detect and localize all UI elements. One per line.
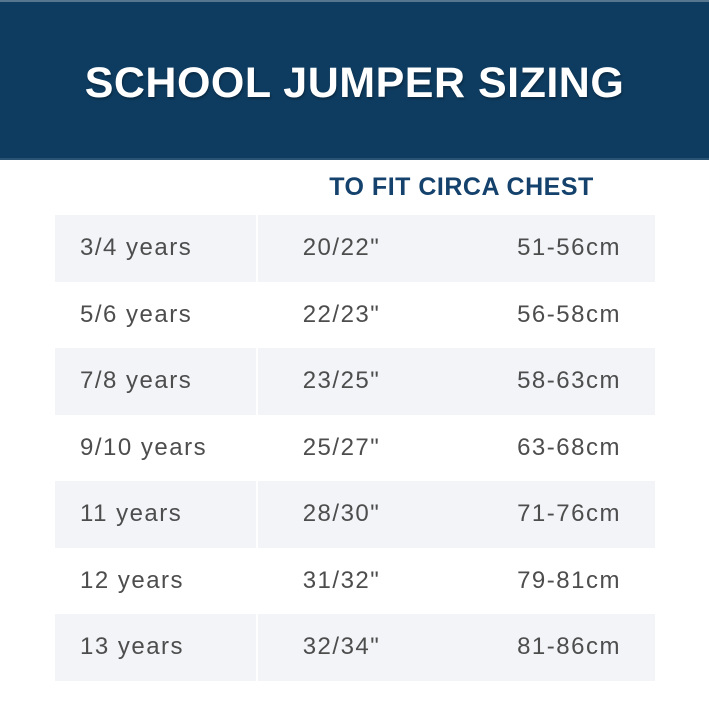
age-cell: 9/10 years xyxy=(55,414,258,481)
age-cell: 11 years xyxy=(55,481,258,548)
chest-cm-cell: 79-81cm xyxy=(517,566,621,594)
page-title: SCHOOL JUMPER SIZING xyxy=(84,58,625,107)
chest-cm-cell: 63-68cm xyxy=(517,433,621,461)
group-header-row: TO FIT CIRCA CHEST xyxy=(0,160,709,215)
table-row: 11 years 28/30" 71-76cm xyxy=(55,481,655,548)
chest-cm-cell: 81-86cm xyxy=(517,633,621,661)
age-cell: 5/6 years xyxy=(55,281,258,348)
chest-cm-cell: 71-76cm xyxy=(517,500,621,528)
age-cell: 12 years xyxy=(55,547,258,614)
chest-inches-cell: 32/34" xyxy=(302,633,381,661)
table-row: 3/4 years 20/22" 51-56cm xyxy=(55,215,655,282)
chest-inches-cell: 25/27" xyxy=(302,433,381,461)
chest-inches-cell: 23/25" xyxy=(302,367,381,395)
chest-cm-cell: 58-63cm xyxy=(517,367,621,395)
table-row: 7/8 years 23/25" 58-63cm xyxy=(55,348,655,415)
table-row: 9/10 years 25/27" 63-68cm xyxy=(55,414,655,481)
table-row: 12 years 31/32" 79-81cm xyxy=(55,547,655,614)
age-cell: 13 years xyxy=(55,614,258,681)
age-cell: 7/8 years xyxy=(55,348,258,415)
chest-inches-cell: 22/23" xyxy=(302,300,381,328)
table-row: 5/6 years 22/23" 56-58cm xyxy=(55,281,655,348)
size-table: 3/4 years 20/22" 51-56cm 5/6 years 22/23… xyxy=(55,215,655,681)
chest-inches-cell: 31/32" xyxy=(302,566,381,594)
title-banner: SCHOOL JUMPER SIZING xyxy=(0,0,709,160)
chest-cm-cell: 56-58cm xyxy=(517,300,621,328)
chest-inches-cell: 20/22" xyxy=(302,234,381,262)
chest-cm-cell: 51-56cm xyxy=(517,234,621,262)
table-row: 13 years 32/34" 81-86cm xyxy=(55,614,655,681)
group-header: TO FIT CIRCA CHEST xyxy=(329,173,594,201)
chest-inches-cell: 28/30" xyxy=(302,500,381,528)
age-cell: 3/4 years xyxy=(55,215,258,282)
